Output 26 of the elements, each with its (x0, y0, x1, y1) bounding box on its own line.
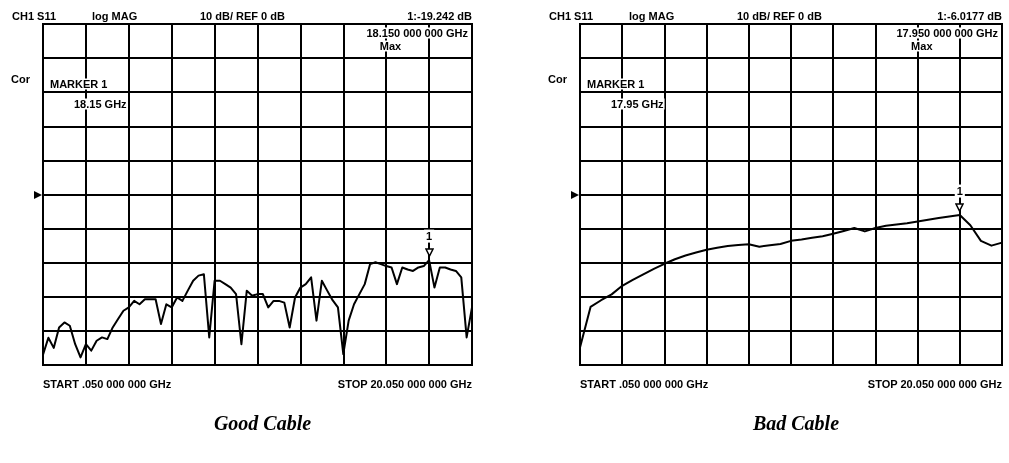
text: Good Cable (213, 412, 312, 434)
text: 10 dB/ REF 0 dB (737, 10, 823, 22)
text: Max (911, 40, 934, 52)
text: Bad Cable (751, 412, 840, 434)
text: MARKER 1 (587, 78, 645, 90)
text: 17.95 GHz (611, 98, 665, 110)
text: 1:-19.242 dB (407, 10, 473, 22)
text: 1:-6.0177 dB (937, 10, 1003, 22)
text: CH1 S11 (549, 10, 594, 22)
text: Cor (11, 73, 31, 85)
text: 18.150 000 000 GHz (366, 27, 469, 39)
text: START .050 000 000 GHz (580, 378, 709, 390)
text: 17.950 000 000 GHz (896, 27, 999, 39)
text: STOP 20.050 000 000 GHz (867, 378, 1003, 390)
text: 18.15 GHz (74, 98, 128, 110)
text: log MAG (92, 10, 138, 22)
text: CH1 S11 (12, 10, 57, 22)
text: 1 (956, 185, 963, 198)
text: log MAG (629, 10, 675, 22)
text: STOP 20.050 000 000 GHz (337, 378, 473, 390)
text: 1 (426, 230, 433, 243)
text: START .050 000 000 GHz (43, 378, 172, 390)
text: MARKER 1 (50, 78, 108, 90)
text: Max (379, 40, 403, 52)
text: 10 dB/ REF 0 dB (200, 10, 286, 22)
text: Cor (548, 73, 568, 85)
